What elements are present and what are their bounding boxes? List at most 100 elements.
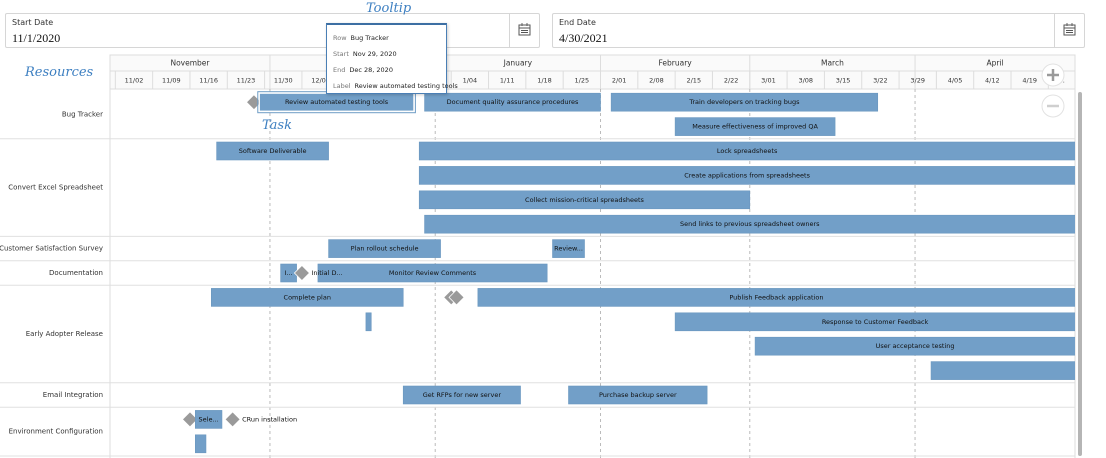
week-label: 2/01 — [612, 77, 627, 85]
calendar-button[interactable] — [1054, 14, 1084, 47]
task-label: Measure effectiveness of improved QA — [692, 123, 818, 131]
month-label: April — [986, 59, 1003, 68]
task-bar — [568, 385, 708, 405]
zoom-in[interactable] — [1041, 63, 1065, 87]
task-bar — [477, 288, 1075, 307]
task-bar — [552, 239, 585, 258]
task-bar — [418, 141, 1075, 161]
task-bar — [610, 92, 879, 112]
task-label: Software Deliverable — [239, 147, 307, 155]
zoom-out[interactable] — [1041, 94, 1065, 118]
task-label: Lock spreadsheets — [717, 147, 778, 155]
week-label: 1/11 — [500, 77, 515, 85]
task-label: Complete plan — [284, 293, 331, 301]
month-label: January — [503, 59, 533, 68]
task-bar — [317, 263, 548, 283]
week-label: 12/07 — [311, 77, 330, 85]
field-label: End Date — [559, 18, 596, 27]
task-label: Review... — [554, 245, 583, 253]
week-label: 3/01 — [761, 77, 776, 85]
week-label: 11/09 — [162, 77, 181, 85]
milestone-label: CRun installation — [242, 415, 297, 423]
annotation: Tooltip — [366, 1, 412, 16]
row-label: Customer Satisfaction Survey — [0, 245, 103, 253]
task-label: Publish Feedback application — [729, 293, 823, 301]
week-label: 11/23 — [237, 77, 256, 85]
task-bar — [195, 434, 207, 454]
task-label: Sele... — [199, 415, 219, 423]
end-date-field[interactable]: End Date 4/30/2021 — [552, 13, 1085, 48]
task-label: Plan rollout schedule — [351, 245, 419, 253]
task-bar — [195, 410, 223, 429]
tooltip-row: End Dec 28, 2020 — [333, 62, 440, 78]
week-label: 4/12 — [985, 77, 1000, 85]
task-label: Get RFPs for new server — [423, 391, 502, 399]
annotation: Task — [262, 118, 292, 133]
tooltip-key: Start — [333, 50, 349, 58]
field-value: 4/30/2021 — [559, 31, 608, 45]
milestone — [224, 411, 241, 428]
tooltip-value: Review automated testing tools — [354, 82, 458, 90]
row-label: Email Integration — [43, 391, 103, 399]
week-label: 1/04 — [463, 77, 478, 85]
milestone — [181, 411, 199, 428]
task-bar — [365, 312, 372, 332]
annotation: Resources — [25, 65, 94, 80]
task-bar — [424, 214, 1075, 234]
calendar-button[interactable] — [509, 14, 539, 47]
start-date-field[interactable]: Start Date 11/1/2020 — [5, 13, 540, 48]
task-bar — [424, 92, 601, 112]
tooltip-value: Bug Tracker — [350, 34, 389, 42]
task-label: User acceptance testing — [876, 342, 955, 350]
task-label: Create applications from spreadsheets — [684, 171, 810, 179]
task-label: Response to Customer Feedback — [822, 318, 929, 326]
task-bar — [930, 361, 1075, 380]
milestone-label: Initial D... — [311, 269, 342, 277]
week-label: 2/22 — [724, 77, 739, 85]
task-label: Send links to previous spreadsheet owner… — [680, 220, 820, 228]
row-label: Early Adopter Release — [26, 330, 103, 338]
tooltip-row: Row Bug Tracker — [333, 30, 440, 46]
tooltip: Row Bug Tracker Start Nov 29, 2020 End Dec 28… — [326, 23, 458, 94]
week-label: 3/29 — [910, 77, 925, 85]
row-label: Environment Configuration — [9, 428, 103, 436]
row-label: Convert Excel Spreadsheet — [8, 184, 103, 192]
task-bar — [418, 166, 1075, 185]
scrollbar[interactable] — [1078, 92, 1082, 456]
week-label: 3/22 — [873, 77, 888, 85]
task-bar — [216, 141, 329, 161]
task-bar — [328, 239, 441, 258]
milestone — [448, 289, 465, 306]
task-bar — [754, 336, 1075, 356]
week-label: 2/08 — [649, 77, 664, 85]
task-label: Train developers on tracking bugs — [688, 98, 800, 106]
timeline-header — [109, 54, 1076, 90]
month-label: February — [659, 59, 693, 68]
week-label: 11/16 — [199, 77, 218, 85]
tooltip-key: Row — [333, 34, 347, 42]
task-bar — [418, 190, 751, 210]
tooltip-key: End — [333, 66, 346, 74]
task-bar — [210, 288, 404, 307]
week-label: 4/19 — [1022, 77, 1037, 85]
week-label: 3/08 — [798, 77, 813, 85]
tooltip-row: Start Nov 29, 2020 — [333, 46, 440, 62]
tooltip-row: Label Review automated testing tools — [333, 78, 458, 94]
field-value: 11/1/2020 — [12, 31, 61, 45]
month-label: November — [170, 59, 210, 68]
week-label: 1/18 — [537, 77, 552, 85]
tooltip-value: Dec 28, 2020 — [349, 66, 393, 74]
task-label: I... — [285, 269, 293, 277]
task-label: Purchase backup server — [599, 391, 677, 399]
week-label: 1/25 — [575, 77, 590, 85]
task-label: Monitor Review Comments — [389, 269, 477, 277]
tooltip-value: Nov 29, 2020 — [352, 50, 397, 58]
week-label: 3/15 — [836, 77, 851, 85]
task-bar — [402, 385, 521, 405]
bars-area: Review automated testing tools Document q… — [181, 91, 1075, 454]
task-bar — [674, 312, 1075, 332]
row-label: Documentation — [49, 269, 103, 277]
task-label: Review automated testing tools — [285, 98, 389, 106]
